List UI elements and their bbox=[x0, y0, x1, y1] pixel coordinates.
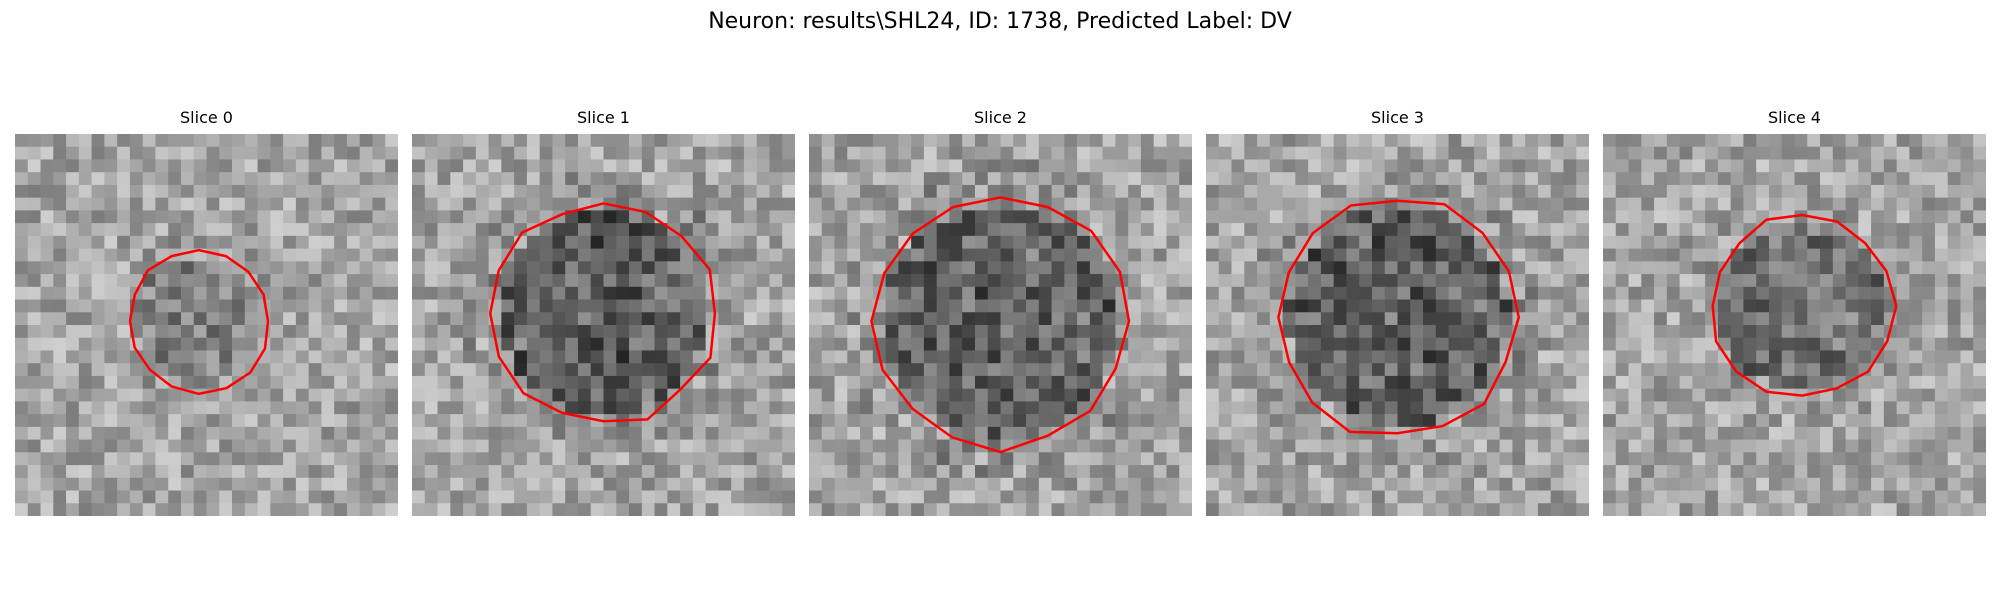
slice-image bbox=[1603, 134, 1986, 516]
roi-contour bbox=[128, 248, 270, 396]
roi-contour bbox=[488, 202, 717, 423]
slice-image bbox=[15, 134, 398, 516]
slice-panel-3: Slice 3 bbox=[1206, 108, 1589, 516]
slice-title: Slice 4 bbox=[1768, 108, 1821, 127]
pixel-grid bbox=[412, 134, 795, 516]
slice-image bbox=[412, 134, 795, 516]
roi-contour bbox=[870, 196, 1131, 454]
slice-panel-4: Slice 4 bbox=[1603, 108, 1986, 516]
pixel-grid bbox=[1206, 134, 1589, 516]
slice-title: Slice 0 bbox=[180, 108, 233, 127]
slice-panel-0: Slice 0 bbox=[15, 108, 398, 516]
slice-panel-1: Slice 1 bbox=[412, 108, 795, 516]
figure-title: Neuron: results\SHL24, ID: 1738, Predict… bbox=[708, 9, 1292, 34]
pixel-grid bbox=[1603, 134, 1986, 516]
roi-contour bbox=[1277, 199, 1521, 435]
pixel-grid bbox=[809, 134, 1192, 516]
slice-image bbox=[809, 134, 1192, 516]
slice-title: Slice 3 bbox=[1371, 108, 1424, 127]
slice-title: Slice 2 bbox=[974, 108, 1027, 127]
pixel-grid bbox=[15, 134, 398, 516]
slice-title: Slice 1 bbox=[577, 108, 630, 127]
roi-contour bbox=[1711, 213, 1898, 397]
slice-image bbox=[1206, 134, 1589, 516]
slice-panel-2: Slice 2 bbox=[809, 108, 1192, 516]
